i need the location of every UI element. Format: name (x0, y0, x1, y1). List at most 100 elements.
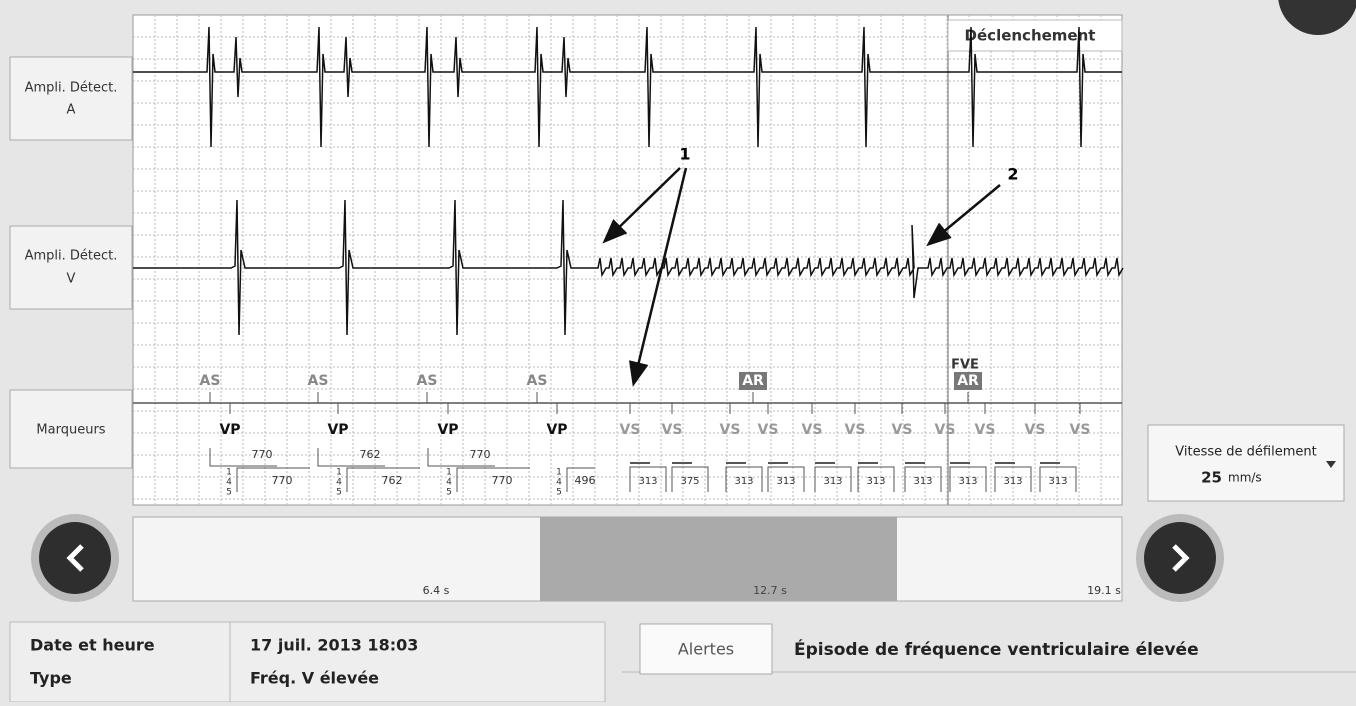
info-label: Type (30, 669, 72, 688)
sequence-digit: 4 (226, 478, 232, 488)
ventricular-marker: VS (620, 422, 641, 438)
vv-interval: 313 (823, 476, 842, 487)
corner-button[interactable] (1278, 0, 1356, 35)
vv-interval: 313 (866, 476, 885, 487)
speed-control[interactable] (1147, 424, 1345, 502)
button-label: Ampli. Détect. (25, 81, 118, 96)
trigger-box (947, 19, 1123, 52)
aa-interval: 770 (252, 448, 273, 461)
trigger-label: Déclenchement (965, 27, 1096, 45)
time-label: 6.4 s (423, 584, 450, 597)
waveform-a (133, 26, 1122, 148)
marker-box (739, 372, 767, 390)
interval-bracket (209, 448, 277, 467)
vv-interval: 770 (272, 474, 293, 487)
info-panel (9, 621, 606, 703)
interval-box (671, 466, 709, 492)
grid (133, 15, 1122, 505)
ventricular-marker: VS (758, 422, 779, 438)
markers-button[interactable] (9, 389, 133, 469)
speed-label: Vitesse de défilement (1175, 445, 1316, 460)
vv-interval: 313 (1003, 476, 1022, 487)
button-label: Ampli. Détect. (25, 249, 118, 264)
timeline-window[interactable] (540, 517, 897, 601)
sequence-digit: 5 (226, 488, 232, 498)
sequence-digit: 1 (556, 468, 562, 478)
button-label: A (67, 103, 76, 118)
vv-interval: 313 (638, 476, 657, 487)
interval-box (949, 466, 987, 492)
interval-bracket (317, 448, 385, 467)
ventricular-marker: VS (720, 422, 741, 438)
trace-area (132, 14, 1123, 506)
ventricular-marker: VS (975, 422, 996, 438)
interval-box (725, 466, 763, 492)
marker-box (954, 372, 982, 390)
alert-text: Épisode de fréquence ventriculaire élevé… (794, 638, 1199, 660)
speed-unit: mm/s (1228, 471, 1262, 485)
atrial-marker: AS (200, 373, 221, 389)
ventricular-marker: VS (662, 422, 683, 438)
ventricular-marker: VP (546, 422, 567, 438)
button-label: V (67, 272, 76, 287)
annotation: 1 (679, 145, 690, 164)
sequence-digit: 4 (446, 478, 452, 488)
interval-box (994, 466, 1032, 492)
interval-box (814, 466, 852, 492)
sequence-digit: 5 (336, 488, 342, 498)
sequence-digit: 4 (556, 478, 562, 488)
sequence-digit: 1 (226, 468, 232, 478)
ventricular-marker: VP (327, 422, 348, 438)
sequence-digit: 5 (556, 488, 562, 498)
ventricular-marker: VP (437, 422, 458, 438)
info-value: Fréq. V élevée (250, 669, 379, 688)
ventricular-marker: VS (1025, 422, 1046, 438)
alerts-button-label: Alertes (678, 640, 734, 659)
channel-v-button[interactable] (9, 225, 133, 310)
interval-bracket (236, 467, 310, 492)
interval-bracket (566, 467, 595, 492)
arrow (629, 167, 688, 387)
interval-box (857, 466, 895, 492)
atrial-marker: AS (308, 373, 329, 389)
sequence-digit: 1 (336, 468, 342, 478)
vv-interval: 313 (913, 476, 932, 487)
interval-bracket (346, 467, 420, 492)
chevron (1172, 544, 1190, 572)
vv-interval: 375 (680, 476, 699, 487)
time-label: 12.7 s (753, 584, 787, 597)
vv-interval: 762 (382, 474, 403, 487)
interval-bracket (456, 467, 530, 492)
chevron (66, 544, 84, 572)
interval-box (904, 466, 942, 492)
ventricular-marker: VS (845, 422, 866, 438)
time-label: 19.1 s (1087, 584, 1121, 597)
info-label: Date et heure (30, 636, 155, 655)
next-button[interactable] (1144, 522, 1216, 594)
alerts-button[interactable] (639, 623, 773, 675)
atrial-marker: AS (527, 373, 548, 389)
ventricular-marker: VS (802, 422, 823, 438)
fve-marker: FVE (951, 358, 979, 373)
waveform-v (133, 199, 1124, 336)
vv-interval: 770 (492, 474, 513, 487)
ventricular-marker: VS (892, 422, 913, 438)
vv-interval: 313 (1048, 476, 1067, 487)
aa-interval: 762 (360, 448, 381, 461)
vv-interval: 313 (958, 476, 977, 487)
vv-interval: 313 (734, 476, 753, 487)
interval-box (629, 466, 667, 492)
vv-interval: 496 (575, 474, 596, 487)
vv-interval: 313 (776, 476, 795, 487)
dropdown-arrow (1326, 461, 1336, 468)
interval-box (767, 466, 805, 492)
prev-button[interactable] (39, 522, 111, 594)
interval-box (1039, 466, 1077, 492)
channel-a-button[interactable] (9, 56, 133, 141)
annotation: 2 (1007, 165, 1018, 184)
speed-value: 25 (1201, 469, 1222, 487)
sequence-digit: 5 (446, 488, 452, 498)
arrow (602, 167, 681, 244)
